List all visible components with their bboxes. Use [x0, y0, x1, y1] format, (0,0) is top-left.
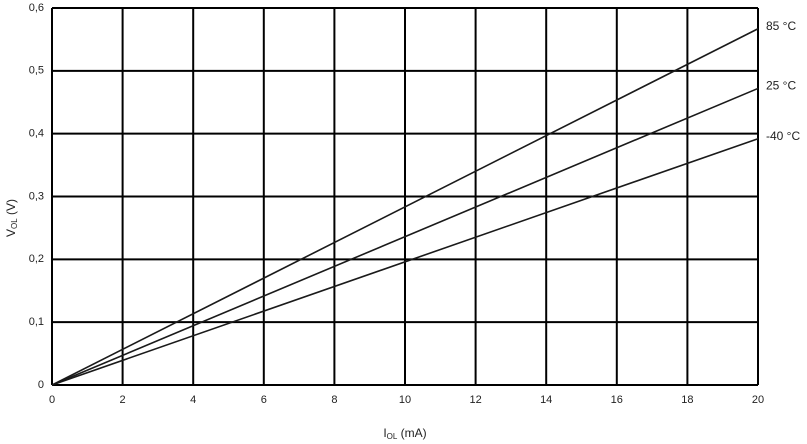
series-label: 25 °C [766, 79, 796, 93]
y-tick-label: 0,6 [29, 2, 44, 14]
x-tick-label: 14 [540, 394, 552, 406]
y-tick-label: 0,3 [29, 190, 44, 202]
y-tick-label: 0,4 [29, 128, 44, 140]
series-label: 85 °C [766, 19, 796, 33]
x-tick-label: 6 [261, 394, 267, 406]
x-tick-label: 0 [49, 394, 55, 406]
y-tick-label: 0,1 [29, 316, 44, 328]
y-axis-title-sub: OL [10, 218, 19, 229]
x-tick-label: 12 [469, 394, 481, 406]
y-axis-title-main: V [4, 229, 18, 237]
x-tick-label: 8 [331, 394, 337, 406]
x-tick-label: 20 [752, 394, 764, 406]
x-axis-title: IOL (mA) [383, 426, 426, 441]
x-tick-label: 16 [611, 394, 623, 406]
x-tick-label: 2 [120, 394, 126, 406]
y-tick-label: 0 [38, 379, 44, 391]
series-line [51, 28, 759, 386]
y-axis-title: VOL (V) [4, 199, 19, 237]
x-tick-label: 10 [399, 394, 411, 406]
series-line [51, 87, 759, 386]
x-axis-title-sub: OL [387, 432, 398, 441]
x-axis-title-unit: (mA) [397, 426, 426, 440]
y-tick-label: 0,5 [29, 65, 44, 77]
series-label: -40 °C [766, 129, 800, 143]
y-axis-title-unit: (V) [4, 199, 18, 218]
series-line [51, 137, 759, 386]
x-tick-label: 18 [681, 394, 693, 406]
y-tick-label: 0,2 [29, 253, 44, 265]
x-axis-title-main: I [383, 426, 386, 440]
x-tick-label: 4 [190, 394, 196, 406]
